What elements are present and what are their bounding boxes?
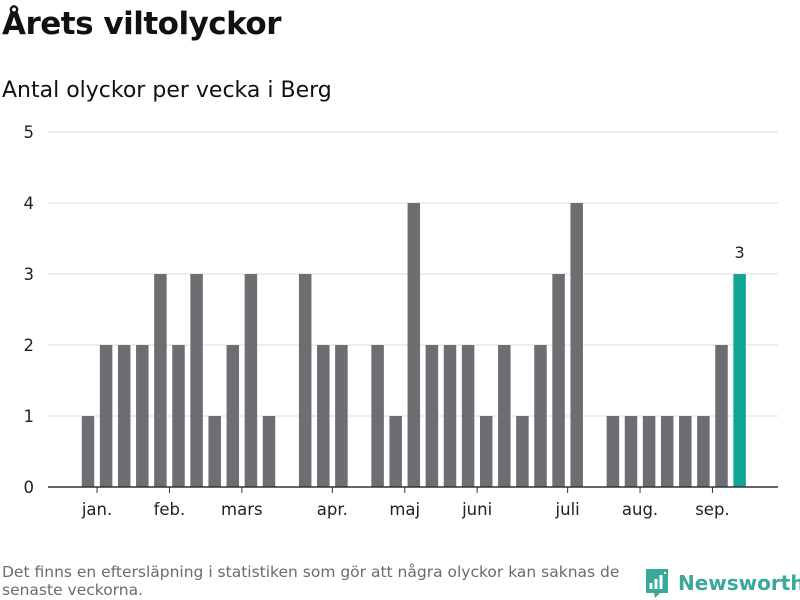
bar bbox=[317, 345, 330, 487]
bar bbox=[552, 274, 565, 487]
bar bbox=[425, 345, 439, 487]
y-tick-label: 0 bbox=[24, 478, 35, 497]
y-tick-label: 1 bbox=[24, 407, 35, 426]
x-tick-label: aug. bbox=[622, 500, 658, 519]
x-tick-label: feb. bbox=[154, 500, 186, 519]
bar bbox=[81, 416, 95, 487]
bar bbox=[715, 345, 728, 487]
bar bbox=[154, 274, 167, 487]
bar bbox=[479, 416, 493, 487]
bar bbox=[371, 345, 384, 487]
x-tick-label: juni bbox=[461, 500, 492, 519]
bar bbox=[498, 345, 511, 487]
bar bbox=[679, 416, 692, 487]
bar bbox=[335, 345, 348, 487]
bar bbox=[136, 345, 149, 487]
bar-chart: 0 1 2 3 4 5 3 jan. feb. mars apr. maj juni juli aug. se… bbox=[24, 123, 778, 519]
bar bbox=[389, 416, 402, 487]
chart-title: Årets viltolyckor bbox=[2, 6, 282, 42]
bar bbox=[516, 416, 529, 487]
y-tick-label: 2 bbox=[24, 336, 35, 355]
x-tick-label: mars bbox=[221, 500, 263, 519]
bar bbox=[624, 416, 638, 487]
bar bbox=[99, 345, 113, 487]
bar bbox=[244, 274, 258, 487]
bar bbox=[443, 345, 457, 487]
y-tick-label: 4 bbox=[24, 194, 35, 213]
bar bbox=[208, 416, 221, 487]
bar bbox=[298, 274, 312, 487]
bar bbox=[190, 274, 203, 487]
x-tick-label: maj bbox=[389, 500, 420, 519]
bar bbox=[262, 416, 276, 487]
x-tick-label: jan. bbox=[81, 500, 112, 519]
bar bbox=[172, 345, 185, 487]
data-label: 3 bbox=[735, 243, 745, 262]
brand-name: Newsworthy bbox=[678, 571, 800, 595]
bar bbox=[117, 345, 131, 487]
footnote: Det finns en eftersläpning i statistiken… bbox=[2, 563, 620, 599]
bar bbox=[606, 416, 620, 487]
bar bbox=[226, 345, 240, 487]
chart-subtitle: Antal olyckor per vecka i Berg bbox=[2, 78, 332, 103]
bar bbox=[570, 203, 583, 487]
newsworthy-logo-icon bbox=[646, 569, 668, 598]
bar bbox=[407, 203, 421, 487]
y-tick-label: 3 bbox=[24, 265, 35, 284]
bar bbox=[534, 345, 547, 487]
brand-logo[interactable]: Newsworthy bbox=[644, 566, 800, 600]
bar bbox=[660, 416, 674, 487]
x-tick-label: sep. bbox=[695, 500, 729, 519]
bar-highlight bbox=[733, 274, 746, 487]
x-tick-label: apr. bbox=[317, 500, 348, 519]
bar bbox=[697, 416, 710, 487]
bar bbox=[461, 345, 475, 487]
y-tick-label: 5 bbox=[24, 123, 35, 142]
bar bbox=[642, 416, 656, 487]
x-tick-label: juli bbox=[555, 500, 580, 519]
